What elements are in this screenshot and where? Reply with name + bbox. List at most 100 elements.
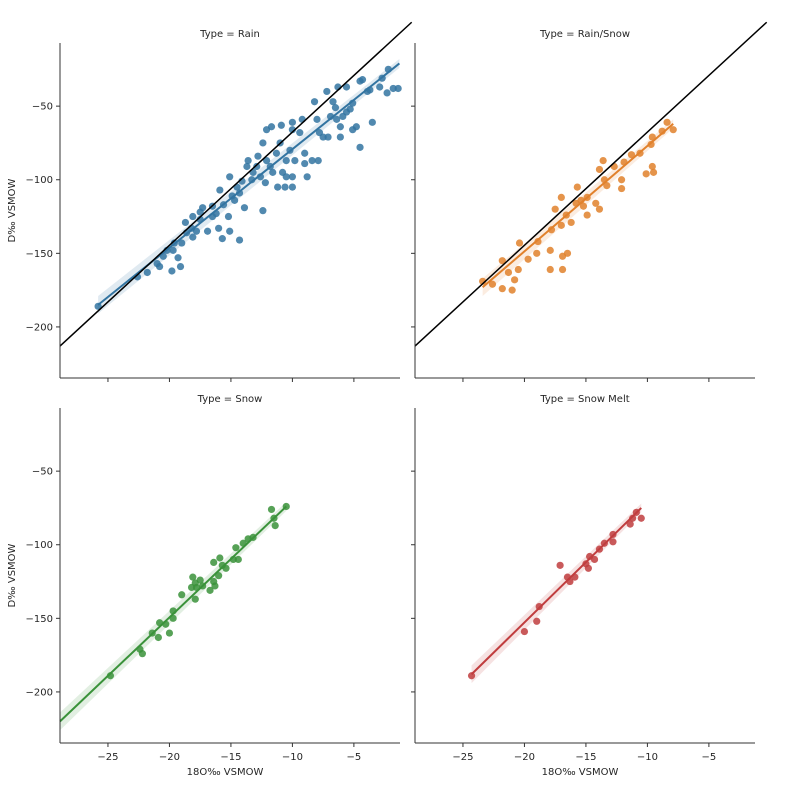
confidence-band [471, 503, 642, 684]
x-axis-label: 18O‰ VSMOW [187, 767, 264, 778]
data-point [191, 595, 199, 603]
data-point [323, 87, 331, 96]
data-point [210, 558, 218, 567]
data-point [196, 208, 204, 216]
facet-panel-snow-melt: Type = Snow Melt −25 −20 −15 −10 −5 18O‰ VSMOW [411, 394, 755, 778]
data-point [178, 239, 186, 247]
data-point [168, 267, 176, 275]
data-point [595, 205, 604, 213]
data-point [298, 115, 306, 123]
data-point [356, 143, 364, 151]
x-tick-label: −25 [452, 752, 473, 763]
data-point [189, 212, 197, 221]
data-point [274, 183, 282, 191]
data-point [253, 162, 261, 171]
data-point [215, 224, 223, 232]
data-point [627, 151, 636, 159]
y-tick-label: −100 [26, 175, 53, 186]
data-point [235, 236, 244, 244]
data-point [243, 162, 251, 171]
data-point [210, 577, 218, 586]
x-tick-label: −20 [514, 752, 535, 763]
data-point [498, 285, 506, 293]
data-point [267, 505, 276, 514]
y-tick-label: −200 [26, 687, 53, 698]
data-point [288, 126, 297, 134]
data-point [218, 235, 226, 243]
data-point [368, 118, 376, 126]
data-point [281, 183, 289, 191]
data-point [603, 182, 611, 190]
data-point [224, 212, 233, 221]
data-point [261, 179, 269, 187]
data-point [156, 262, 164, 271]
x-tick-label: −20 [159, 752, 180, 763]
data-point [358, 76, 367, 84]
data-point [282, 173, 290, 181]
data-point [267, 123, 276, 131]
data-point [511, 276, 519, 284]
facet-title: Type = Snow Melt [539, 394, 629, 405]
data-point [609, 538, 617, 546]
regression-line [481, 123, 674, 288]
y-tick-label: −200 [26, 322, 53, 333]
data-point [520, 627, 529, 636]
data-point [324, 133, 332, 141]
y-tick-label: −150 [26, 249, 53, 260]
facet-title: Type = Snow [197, 394, 263, 405]
regression-line [59, 505, 287, 723]
data-point [143, 268, 151, 277]
data-point [176, 262, 185, 271]
data-point [583, 211, 591, 219]
x-tick-label: −25 [97, 752, 118, 763]
data-point [533, 617, 541, 625]
data-point [642, 170, 650, 178]
data-point [138, 650, 146, 658]
y-axis-label: D‰ VSMOW [7, 543, 18, 607]
data-point [592, 199, 600, 207]
data-point [590, 555, 599, 564]
data-point [206, 586, 214, 594]
data-point [558, 265, 567, 274]
data-point [504, 268, 513, 277]
data-point [534, 237, 542, 246]
data-point [301, 159, 309, 168]
x-tick-label: −10 [282, 752, 303, 763]
data-point [547, 226, 556, 234]
confidence-band [482, 119, 674, 297]
data-point [240, 204, 249, 212]
data-point [339, 112, 347, 121]
x-tick-label: −15 [575, 752, 596, 763]
data-point [637, 514, 645, 522]
data-point [296, 129, 304, 137]
data-point [467, 672, 476, 680]
data-point [319, 133, 327, 141]
data-point [524, 255, 532, 263]
data-point [515, 239, 524, 247]
data-point [579, 202, 588, 210]
x-tick-label: −5 [347, 752, 362, 763]
y-tick-label: −150 [26, 614, 53, 625]
confidence-band [98, 59, 400, 314]
data-point [269, 168, 277, 176]
data-point [288, 173, 297, 181]
data-point [254, 152, 262, 160]
data-point [196, 576, 204, 584]
data-point [226, 173, 234, 181]
data-point [533, 249, 541, 257]
data-point [181, 218, 190, 227]
data-point [313, 115, 321, 123]
data-point [557, 193, 565, 202]
data-point [394, 84, 402, 93]
data-point [333, 115, 341, 123]
data-point [514, 265, 522, 274]
data-point [488, 280, 497, 288]
facet-panel-rain: Type = Rain −50 −100 −150 −200 D‰ VSMOW [7, 21, 413, 382]
data-point [663, 118, 671, 126]
meteoric-water-line [414, 21, 768, 347]
data-point [336, 133, 344, 141]
data-point [234, 555, 242, 564]
data-point [291, 157, 299, 165]
data-point [573, 183, 581, 191]
facet-panel-rain-snow: Type = Rain/Snow [411, 21, 768, 382]
